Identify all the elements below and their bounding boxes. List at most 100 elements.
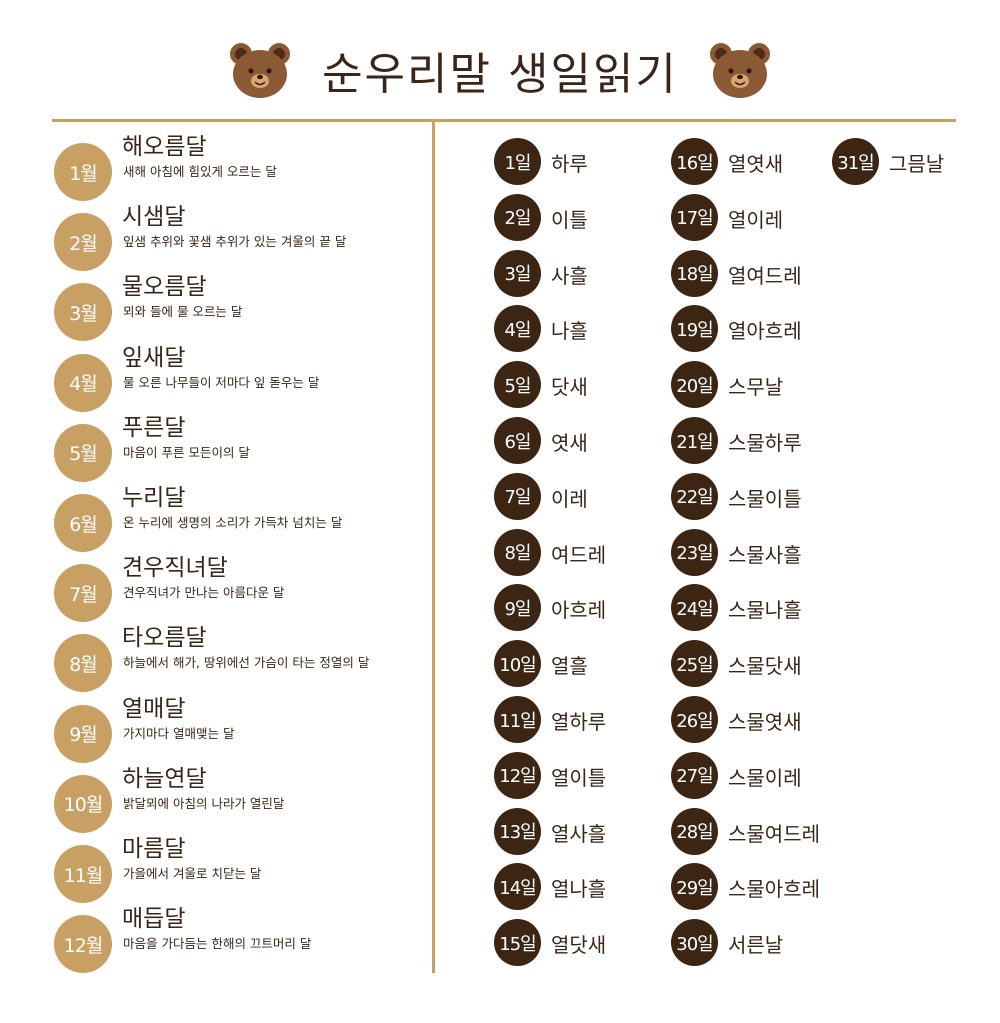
month-description: 잎샘 추위와 꽃샘 추위가 있는 겨울의 끝 달 xyxy=(123,234,347,250)
day-badge: 29일 xyxy=(671,863,718,911)
day-badge: 15일 xyxy=(494,919,541,967)
day-badge: 18일 xyxy=(671,249,718,297)
month-badge: 3월 xyxy=(54,283,112,342)
month-badge: 5월 xyxy=(54,423,112,482)
day-name: 스물엿새 xyxy=(728,710,802,734)
day-badge: 2일 xyxy=(494,193,541,241)
day-name: 여드레 xyxy=(551,542,607,567)
day-badge: 5일 xyxy=(494,361,541,409)
day-name: 스물닷새 xyxy=(728,654,802,679)
bear-face-icon xyxy=(709,43,770,98)
month-description: 마음을 가다듬는 한해의 끄트머리 달 xyxy=(123,936,312,952)
month-description: 하늘에서 해가, 땅위에선 가슴이 타는 정열의 달 xyxy=(123,655,370,671)
day-badge: 20일 xyxy=(671,361,718,409)
header-divider xyxy=(52,119,956,122)
month-name: 타오름달 xyxy=(122,625,207,652)
day-badge: 27일 xyxy=(671,751,718,799)
month-badge: 6월 xyxy=(54,494,112,552)
day-name: 이틀 xyxy=(551,207,588,232)
month-description: 새해 아침에 힘있게 오르는 달 xyxy=(123,164,277,179)
month-name: 물오름달 xyxy=(122,274,207,301)
day-badge: 3일 xyxy=(494,249,541,297)
day-badge: 17일 xyxy=(671,193,718,241)
month-badge: 7월 xyxy=(54,564,112,623)
day-name: 열이틀 xyxy=(551,765,607,790)
month-description: 견우직녀가 만나는 아름다운 달 xyxy=(123,585,285,601)
month-badge: 2월 xyxy=(54,213,112,272)
month-description: 가지마다 열매맺는 달 xyxy=(123,725,235,741)
month-name: 누리달 xyxy=(122,485,186,511)
day-name: 서른날 xyxy=(728,933,784,958)
day-name: 열흘 xyxy=(551,654,588,679)
month-description: 뫼와 들에 물 오르는 달 xyxy=(123,304,243,320)
day-badge: 28일 xyxy=(671,807,718,855)
day-name: 스물하루 xyxy=(728,431,802,455)
day-badge: 24일 xyxy=(671,584,718,632)
day-name: 열아흐레 xyxy=(728,319,802,344)
day-name: 스물아흐레 xyxy=(728,877,820,902)
day-name: 열나흘 xyxy=(551,877,607,902)
day-name: 닷새 xyxy=(551,375,588,400)
month-description: 밝달뫼에 아침의 나라가 열린달 xyxy=(123,795,285,811)
month-badge: 11월 xyxy=(54,845,112,903)
day-badge: 21일 xyxy=(671,417,718,464)
day-badge: 16일 xyxy=(671,138,718,185)
day-badge: 30일 xyxy=(671,919,718,967)
day-badge: 8일 xyxy=(494,528,541,576)
day-name: 하루 xyxy=(551,152,588,176)
month-badge: 10월 xyxy=(54,774,112,833)
column-divider xyxy=(432,121,435,973)
day-name: 사흘 xyxy=(551,263,588,288)
month-name: 열매달 xyxy=(122,695,186,722)
month-badge: 1월 xyxy=(54,143,112,201)
month-description: 온 누리에 생명의 소리가 가득차 넘치는 달 xyxy=(123,515,343,530)
month-name: 마름달 xyxy=(122,836,186,862)
bear-face-icon xyxy=(230,43,291,98)
day-name: 스물이틀 xyxy=(728,486,802,511)
day-badge: 7일 xyxy=(494,472,541,520)
month-name: 하늘연달 xyxy=(122,765,207,792)
month-name: 해오름달 xyxy=(122,134,207,160)
day-badge: 9일 xyxy=(494,584,541,632)
month-name: 푸른달 xyxy=(122,414,186,441)
day-badge: 26일 xyxy=(671,696,718,743)
day-name: 엿새 xyxy=(551,431,588,455)
month-name: 잎새달 xyxy=(122,344,186,371)
month-description: 마음이 푸른 모든이의 달 xyxy=(123,444,250,460)
day-badge: 31일 xyxy=(832,138,879,185)
day-name: 열하루 xyxy=(551,710,607,734)
day-name: 스무날 xyxy=(728,375,784,400)
day-badge: 25일 xyxy=(671,640,718,688)
day-name: 열이레 xyxy=(728,207,784,232)
day-badge: 19일 xyxy=(671,305,718,353)
day-name: 스물여드레 xyxy=(728,821,820,846)
month-description: 물 오른 나무들이 저마다 잎 돋우는 달 xyxy=(123,374,320,390)
month-name: 시샘달 xyxy=(122,204,186,231)
day-badge: 11일 xyxy=(494,696,541,743)
day-badge: 13일 xyxy=(494,807,541,855)
day-badge: 10일 xyxy=(494,640,541,688)
page-title: 순우리말 생일읽기 xyxy=(322,49,678,100)
day-name: 열여드레 xyxy=(728,263,802,288)
day-name: 스물사흘 xyxy=(728,542,802,567)
month-name: 매듭달 xyxy=(122,906,186,933)
day-badge: 4일 xyxy=(494,305,541,353)
day-badge: 22일 xyxy=(671,472,718,520)
day-name: 열엿새 xyxy=(728,152,784,176)
month-name: 견우직녀달 xyxy=(122,555,228,582)
day-badge: 1일 xyxy=(494,138,541,185)
month-badge: 4월 xyxy=(54,353,112,412)
day-name: 스물나흘 xyxy=(728,598,802,623)
day-name: 이레 xyxy=(551,486,588,511)
page-header: 순우리말 생일읽기 xyxy=(0,38,1000,102)
month-badge: 8월 xyxy=(54,634,112,693)
day-name: 나흘 xyxy=(551,319,588,344)
day-name: 그믐날 xyxy=(889,152,945,176)
month-badge: 12월 xyxy=(54,915,112,974)
day-badge: 14일 xyxy=(494,863,541,911)
day-name: 스물이레 xyxy=(728,765,802,790)
month-description: 가을에서 겨울로 치닫는 달 xyxy=(123,866,262,881)
day-badge: 12일 xyxy=(494,751,541,799)
day-badge: 6일 xyxy=(494,417,541,464)
day-name: 열사흘 xyxy=(551,821,607,846)
